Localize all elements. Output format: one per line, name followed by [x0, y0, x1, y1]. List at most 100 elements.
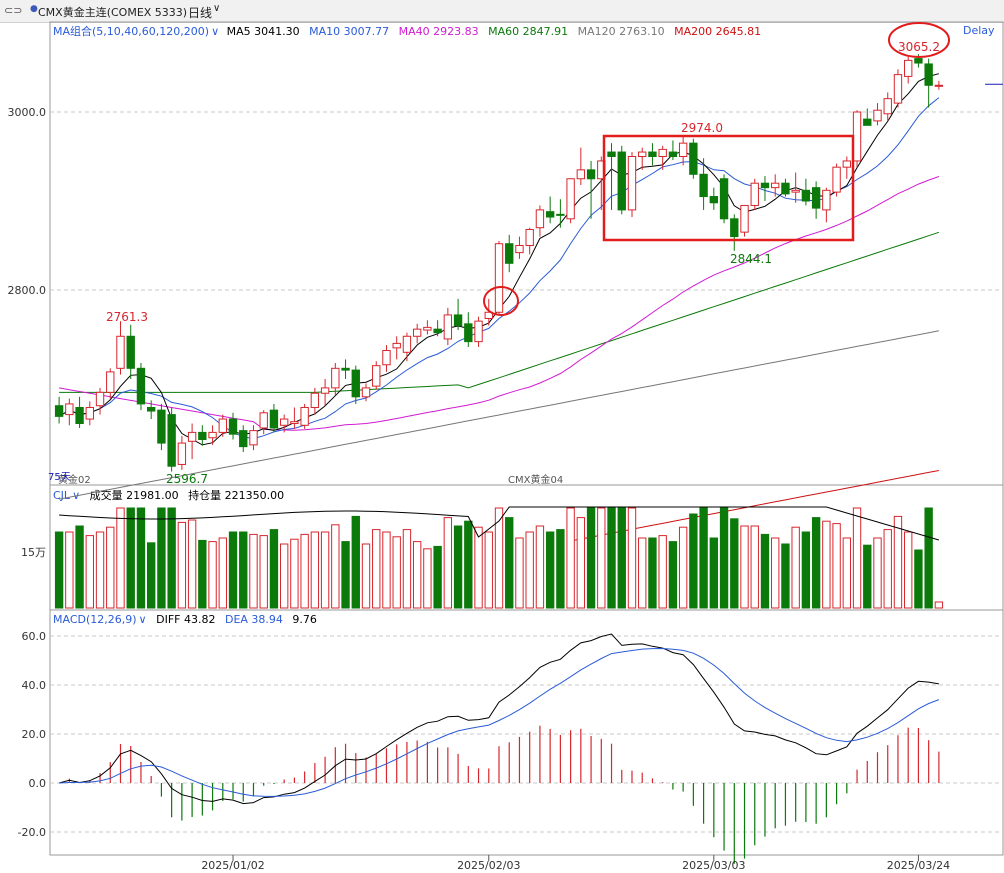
- macd-tick-label: 40.0: [22, 679, 47, 692]
- ma10-line: [58, 97, 940, 440]
- volume-bar: [54, 531, 64, 609]
- volume-bar: [597, 507, 606, 609]
- candle-body: [320, 387, 330, 394]
- volume-bar: [914, 549, 923, 609]
- candle-body: [525, 228, 534, 246]
- volume-bar: [627, 507, 637, 609]
- volume-bar: [893, 515, 903, 609]
- candle-body: [392, 342, 401, 349]
- volume-bar: [167, 507, 176, 609]
- chevron-down-icon[interactable]: ∨: [138, 613, 147, 626]
- date-label: 2025/01/02: [201, 859, 264, 872]
- box-low-label: 2844.1: [730, 252, 772, 266]
- price-tick-label: 2800.0: [8, 284, 47, 297]
- ma60-label: MA60 2847.91: [488, 25, 569, 38]
- candle-body: [269, 409, 279, 429]
- candle-body: [801, 189, 811, 202]
- candle-body: [914, 58, 923, 64]
- chevron-down-icon[interactable]: ∨: [213, 3, 221, 14]
- volume-bar: [934, 601, 944, 609]
- volume-bar: [863, 544, 872, 609]
- macd-diff-line: [58, 633, 939, 805]
- candle-body: [832, 166, 841, 193]
- volume-bar: [852, 507, 862, 609]
- candle-body: [545, 211, 555, 218]
- volume-bar: [341, 541, 350, 609]
- volume-bar: [126, 507, 135, 609]
- candle-body: [218, 418, 227, 433]
- volume-bar: [382, 531, 391, 609]
- candle-body: [65, 403, 74, 416]
- volume-bar: [372, 529, 381, 609]
- candle-body: [689, 142, 698, 175]
- candle-body: [924, 63, 933, 86]
- candle-body: [627, 156, 637, 211]
- volume-bar: [147, 542, 156, 609]
- candle-body: [259, 412, 268, 429]
- candle-body: [341, 367, 350, 371]
- volume-bar: [822, 520, 831, 609]
- candle-body: [54, 405, 64, 417]
- macd-value: 9.76: [292, 613, 317, 626]
- left-low-label: 2596.7: [166, 472, 208, 486]
- ma-legend: MA组合(5,10,40,60,120,200) ∨ MA5 3041.30 MA…: [53, 23, 761, 39]
- volume-title[interactable]: CJL: [53, 489, 71, 502]
- high-price-label: 3065.2: [898, 40, 940, 54]
- candle-body: [249, 430, 258, 446]
- volume-bar: [689, 513, 698, 609]
- volume-bar: [177, 521, 187, 609]
- volume-bar: [505, 517, 514, 609]
- period-select[interactable]: 日线: [188, 6, 213, 20]
- volume-bar: [617, 507, 626, 609]
- volume-bar: [607, 507, 616, 609]
- macd-title[interactable]: MACD(12,26,9): [53, 613, 137, 626]
- candle-body: [791, 189, 800, 193]
- contract-label: CMX黄金04: [508, 473, 563, 486]
- candle-body: [883, 98, 892, 115]
- date-label: 2025/03/24: [887, 859, 950, 872]
- volume-bar: [464, 520, 473, 609]
- highlight-circle-top: [888, 22, 950, 58]
- volume-bar: [187, 519, 197, 609]
- volume-bar: [730, 518, 739, 609]
- volume-bar: [709, 537, 719, 609]
- ma10-label: MA10 3007.77: [309, 25, 390, 38]
- macd-tick-label: 60.0: [22, 630, 47, 643]
- volume-bar: [474, 526, 483, 609]
- volume-bar: [801, 531, 811, 609]
- volume-bar: [771, 537, 780, 609]
- volume-bar: [361, 543, 371, 609]
- volume-bar: [208, 541, 217, 609]
- candle-body: [106, 371, 115, 393]
- volume-bar: [658, 535, 667, 609]
- candle-body: [730, 218, 739, 238]
- delay-badge: Delay: [963, 24, 995, 37]
- ma120-line: [59, 330, 939, 500]
- volume-bar: [351, 515, 360, 609]
- volume-bar: [290, 538, 299, 609]
- volume-bar: [515, 537, 524, 609]
- volume-bar: [484, 531, 493, 609]
- chevron-down-icon[interactable]: ∨: [211, 25, 220, 38]
- days-label: 75天: [48, 472, 71, 483]
- candle-body: [750, 182, 759, 206]
- volume-bar: [443, 517, 453, 609]
- box-high-label: 2974.0: [681, 121, 723, 135]
- candle-body: [464, 323, 473, 343]
- ma-group-label[interactable]: MA组合(5,10,40,60,120,200): [53, 25, 210, 38]
- volume-bar: [586, 507, 596, 609]
- volume-bar: [116, 507, 125, 609]
- candle-body: [474, 320, 483, 343]
- candle-body: [781, 182, 790, 195]
- candle-body: [402, 335, 412, 353]
- link-icon[interactable]: ⊂⊃: [4, 4, 23, 17]
- volume-bar: [310, 531, 320, 609]
- candle-body: [658, 148, 667, 158]
- candle-body: [187, 431, 197, 442]
- candle-body: [167, 414, 176, 467]
- symbol-title[interactable]: CMX黄金主连(COMEX 5333): [38, 6, 188, 19]
- candle-body: [433, 328, 442, 334]
- volume-bar: [279, 543, 289, 609]
- volume-bar: [259, 535, 268, 609]
